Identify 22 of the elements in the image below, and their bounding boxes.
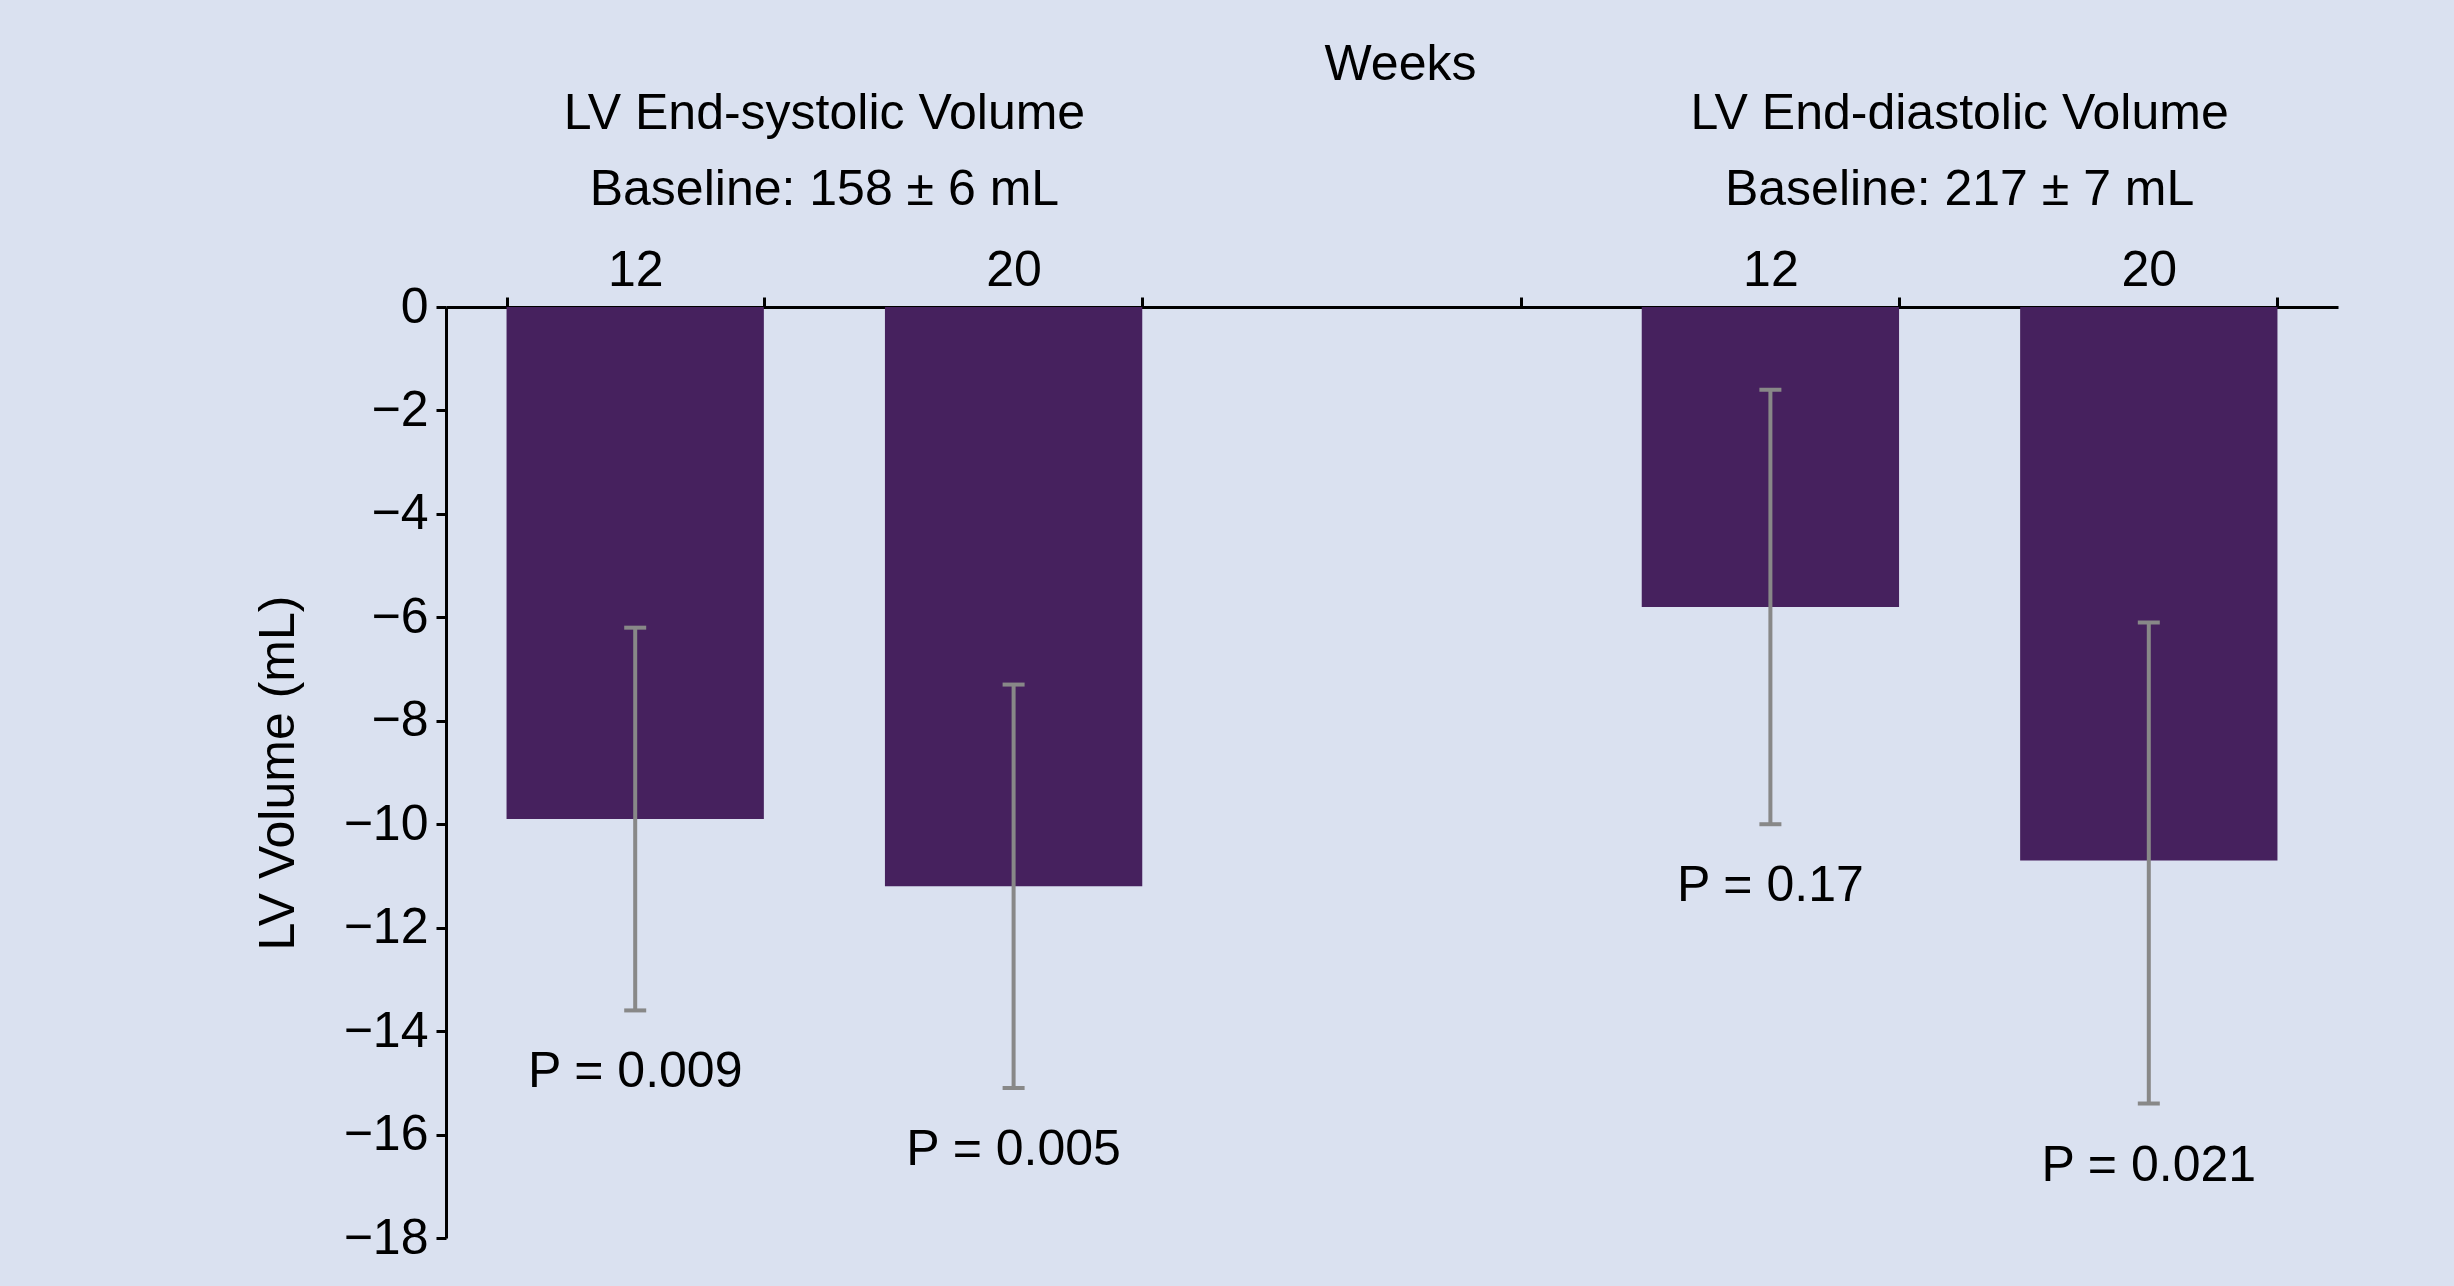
y-tick-label: −18 [343,1208,429,1265]
text: LV End-diastolic Volume Baseline: 217 ± 7 mL [1690,84,2229,216]
y-tick-label: −12 [343,898,429,955]
x-axis-title: Weeks [1324,34,1477,91]
y-tick-label: −4 [371,484,429,541]
annotation: P = 0.009 [527,1042,743,1099]
text: LV End-systolic Volume Baseline: 158 ± 6 mL [563,84,1086,216]
y-axis-title: LV Volume (mL) [248,595,305,951]
x-tick-label: 20 [986,240,1042,297]
y-tick-label: −8 [371,691,429,748]
annotation: P = 0.021 [2041,1135,2257,1192]
y-tick-label: −2 [371,380,429,437]
y-tick-label: −10 [343,794,429,851]
x-tick-label: 12 [607,240,664,297]
x-tick-label: 12 [1743,240,1799,297]
y-tick-label: −16 [343,1105,429,1162]
y-tick-label: −6 [371,587,429,644]
x-tick-label: 20 [2121,240,2178,297]
annotation: P = 0.005 [906,1120,1121,1177]
annotation: P = 0.17 [1677,856,1864,913]
y-tick-label: 0 [400,277,429,334]
y-tick-label: −14 [343,1001,429,1058]
